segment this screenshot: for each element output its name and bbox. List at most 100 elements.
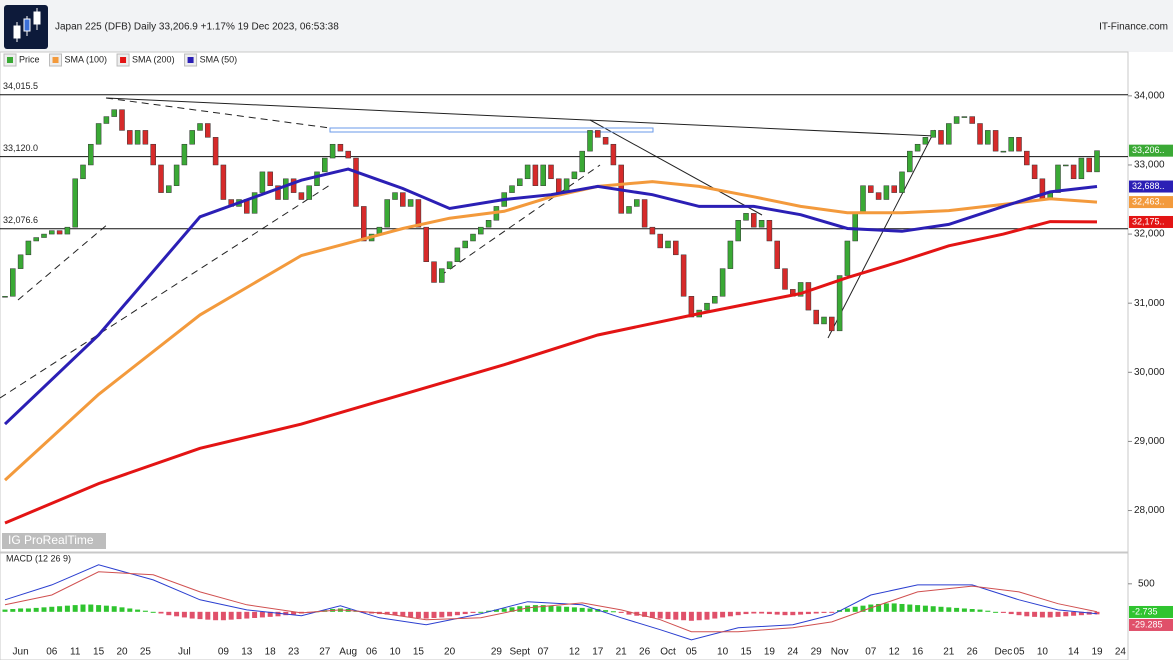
macd-bar: [961, 608, 967, 612]
macd-bar: [907, 604, 913, 612]
candle: [361, 206, 367, 242]
macd-bar: [454, 611, 460, 616]
macd-bar: [727, 611, 733, 617]
macd-bar: [181, 611, 187, 618]
level-label-bg: [1, 142, 43, 154]
macd-bar: [33, 607, 39, 612]
candle: [610, 143, 617, 166]
candle: [743, 213, 749, 221]
macd-bar: [938, 606, 944, 612]
candle: [17, 254, 24, 269]
macd-bar: [158, 611, 164, 614]
macd-bar: [525, 605, 531, 612]
watermark: IG ProRealTime: [8, 533, 94, 547]
candle: [134, 130, 141, 145]
candle: [907, 150, 913, 173]
legend-swatch: [7, 57, 13, 63]
candle: [766, 220, 773, 242]
legend-label: SMA (200): [132, 54, 175, 64]
value-tag-label: 32,688..: [1132, 181, 1165, 191]
macd-bar: [213, 611, 219, 621]
value-tag-label: 32,175..: [1132, 216, 1165, 226]
macd-bar: [1047, 611, 1053, 618]
macd-bar: [821, 611, 827, 613]
macd-bar: [150, 611, 156, 613]
candle: [556, 178, 562, 193]
macd-bar: [720, 611, 726, 618]
macd-bar: [852, 606, 858, 612]
macd-bar: [2, 609, 8, 612]
macd-bar: [556, 606, 562, 612]
candle: [64, 226, 71, 235]
macd-bar: [174, 611, 180, 617]
macd-bar: [478, 611, 484, 613]
candle: [95, 123, 102, 145]
candle: [602, 137, 609, 145]
macd-bar: [657, 611, 663, 619]
candle: [400, 192, 406, 207]
macd-bar: [291, 611, 297, 615]
candle: [626, 206, 632, 214]
macd-bar: [142, 610, 148, 612]
macd-bar: [915, 605, 921, 612]
candle: [49, 230, 55, 235]
candle: [579, 150, 585, 173]
candle: [205, 123, 211, 138]
price-panel: [0, 51, 1129, 553]
candle: [275, 185, 281, 200]
level-label: 34,015.5: [3, 81, 38, 91]
macd-bar: [88, 604, 94, 612]
candle: [680, 254, 687, 297]
macd-bar: [470, 611, 476, 613]
macd-bar: [618, 611, 624, 613]
candle: [883, 185, 890, 200]
candle: [119, 109, 125, 131]
value-tag-label: 33,206..: [1132, 145, 1165, 155]
candle: [189, 130, 195, 145]
candle: [1000, 150, 1007, 153]
macd-bar: [361, 611, 367, 613]
x-tick-label: 26: [967, 647, 979, 658]
macd-bar: [548, 605, 554, 612]
macd-bar: [813, 611, 819, 614]
legend-label: SMA (50): [200, 54, 238, 64]
candle: [992, 130, 999, 152]
candle: [548, 164, 554, 180]
candle: [844, 240, 851, 276]
candle: [751, 213, 757, 228]
x-tick-label: 05: [686, 647, 698, 658]
candle: [899, 171, 905, 193]
macd-bar: [1071, 611, 1077, 616]
macd-bar: [579, 607, 585, 612]
x-tick-label: 06: [366, 647, 378, 658]
candle: [985, 130, 991, 145]
candle: [649, 226, 656, 235]
candle: [969, 116, 975, 124]
candle: [1016, 137, 1022, 152]
macd-bar: [25, 608, 31, 612]
candle: [712, 296, 718, 304]
macd-bar: [509, 607, 515, 612]
x-tick-label: 09: [218, 647, 230, 658]
macd-bar: [259, 611, 265, 618]
candle: [1070, 164, 1077, 180]
sma-line: [3, 180, 1098, 482]
macd-bar: [805, 611, 811, 615]
candle: [735, 220, 741, 242]
macd-bar: [540, 605, 546, 612]
macd-bar: [10, 609, 16, 612]
x-tick-label: Aug: [339, 647, 357, 658]
candle: [259, 171, 266, 193]
candle: [173, 164, 180, 186]
macd-bar: [1039, 611, 1045, 618]
candle: [868, 185, 874, 193]
candle: [251, 192, 258, 214]
candle: [938, 130, 944, 145]
candle: [353, 157, 359, 207]
macd-title: MACD (12 26 9): [6, 553, 71, 563]
candle: [329, 143, 336, 159]
macd-bar: [267, 611, 273, 617]
macd-bar: [642, 611, 648, 617]
macd-bar: [688, 611, 694, 621]
macd-bar: [1008, 611, 1014, 615]
